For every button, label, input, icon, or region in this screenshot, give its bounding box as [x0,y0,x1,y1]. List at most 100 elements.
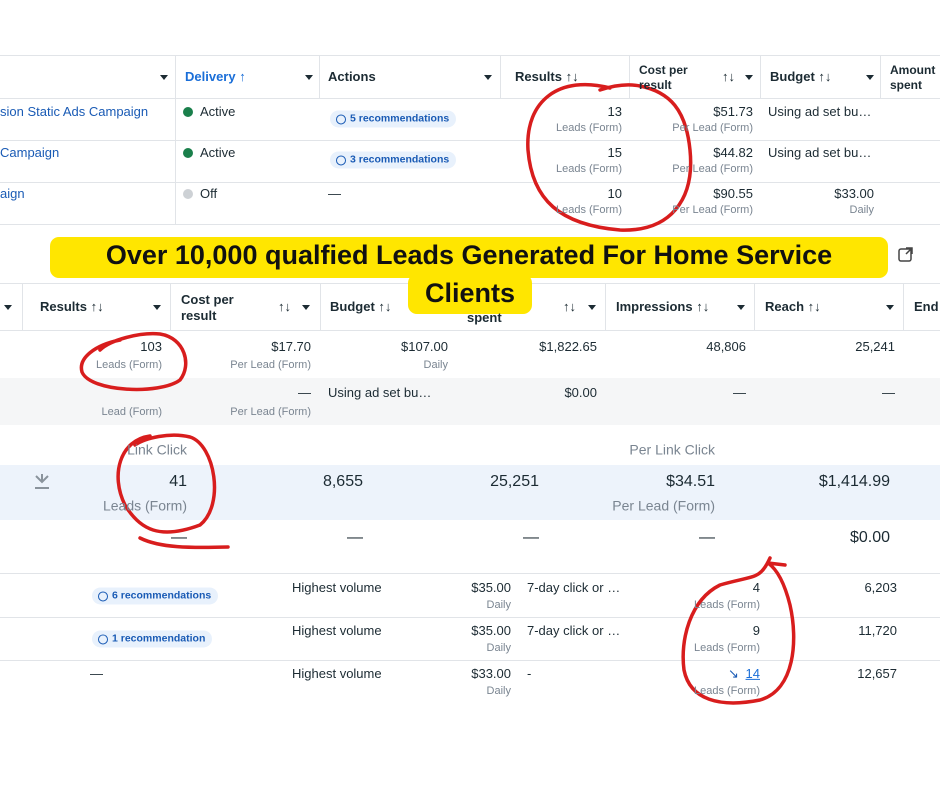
budget: $33.00 [834,185,874,201]
table1-bg [0,55,940,225]
budget-type: Daily [486,642,511,655]
cost-type: Per Lead (Form) [672,204,753,217]
results-type: Leads (Form) [555,122,622,135]
amount-spent: $1,822.65 [539,338,597,354]
column-header: Budget ↑↓ [330,298,392,314]
dropdown-carets [4,75,894,310]
results: — [171,529,187,546]
budget-type: Daily [423,359,448,372]
impressions: — [733,384,746,400]
budget: Using ad set bu… [768,144,872,160]
results: 9 [752,622,760,638]
cost-type: Per Link Click [629,441,715,458]
banner-bg [50,237,888,278]
column-header: Actions [328,68,376,84]
recommendations: 6 recommendations [92,587,219,605]
sort-icon: ↑↓ [722,68,735,84]
banner-line: Clients [424,278,516,309]
reach: 6,203 [864,579,897,595]
reach: 11,720 [858,622,897,638]
budget: $35.00 [471,622,511,638]
reach: — [523,529,539,546]
download-icon [35,474,49,489]
column-header: Amount spent [890,63,936,92]
cost-per-result: $34.51 [666,473,715,490]
budget-type: Daily [486,599,511,612]
budget-type: Daily [486,685,511,698]
impressions: 48,806 [706,338,746,354]
results: 13 [607,103,622,119]
results-type: Leads (Form) [693,642,760,655]
impressions: — [347,529,363,546]
table3-bg [0,425,940,560]
cost-per-result: $17.70 [271,338,311,354]
results-type: Leads (Form) [102,497,187,514]
reach: 25,251 [490,473,539,490]
attribution-setting: 7-day click or … [527,579,621,595]
status-dot [183,148,193,158]
budget-type: Daily [849,204,874,217]
bid-strategy: Highest volume [292,622,382,638]
recommendations: 3 recommendations [330,151,457,169]
cost-type: Per Lead (Form) [230,406,311,419]
external-link-icon [898,247,913,262]
results-type: Leads (Form) [95,359,162,372]
campaign-name: sion Static Ads Campaign [0,103,149,119]
sort-icon: ↑↓ [278,298,291,314]
results-type: Leads (Form) [555,163,622,176]
results-type: Leads (Form) [555,204,622,217]
attribution-setting: 7-day click or … [527,622,621,638]
results: 14 [745,665,760,681]
attribution-setting: - [527,665,532,681]
column-header: Reach ↑↓ [765,298,821,314]
column-header: spent [467,309,502,325]
cost-type: Per Lead (Form) [612,497,715,514]
results-type: Lead (Form) [101,406,162,419]
results-type: Leads (Form) [693,685,760,698]
amount-spent: $0.00 [849,529,890,546]
results: 103 [140,338,162,354]
results: 15 [607,144,622,160]
results-type: Leads (Form) [693,599,760,612]
cost-per-result: $44.82 [713,144,753,160]
banner-line: Over 10,000 qualfied Leads Generated For… [105,240,833,271]
cost-per-result: — [699,529,715,546]
recommendations: — [90,665,103,681]
status-dot [183,107,193,117]
campaign-name: Campaign [0,144,60,160]
results: 4 [752,579,760,595]
trend-icon: ↘ [728,665,739,681]
column-header: Delivery ↑ [185,68,246,84]
budget: Using ad set bu… [328,384,432,400]
results: 41 [169,473,187,490]
reach: 12,657 [857,665,897,681]
impressions: 8,655 [322,473,363,490]
reach: — [882,384,895,400]
recommendations: 5 recommendations [330,110,457,128]
column-header: Results ↑↓ [40,298,104,314]
sort-icon: ↑↓ [563,298,576,314]
red-circles [79,82,796,705]
budget: Using ad set bu… [768,103,872,119]
cost-per-result: $90.55 [713,185,753,201]
column-header: Budget ↑↓ [770,68,832,84]
delivery-status: Off [200,185,218,201]
recommendations: 1 recommendation [92,630,213,648]
budget: $35.00 [471,579,511,595]
status-dot [183,189,193,199]
cost-per-result: $51.73 [713,103,753,119]
campaign-name: aign [0,185,25,201]
bid-strategy: Highest volume [292,579,382,595]
budget: $107.00 [401,338,448,354]
column-header: Cost per result [639,63,688,92]
column-header: Results ↑↓ [515,68,579,84]
cost-type: Per Lead (Form) [672,163,753,176]
cost-type: Per Lead (Form) [672,122,753,135]
recommendations: — [328,185,341,201]
results-type: Link Click [127,441,187,458]
delivery-status: Active [200,144,236,160]
results: 10 [607,185,622,201]
column-header: Cost per result [181,291,234,323]
